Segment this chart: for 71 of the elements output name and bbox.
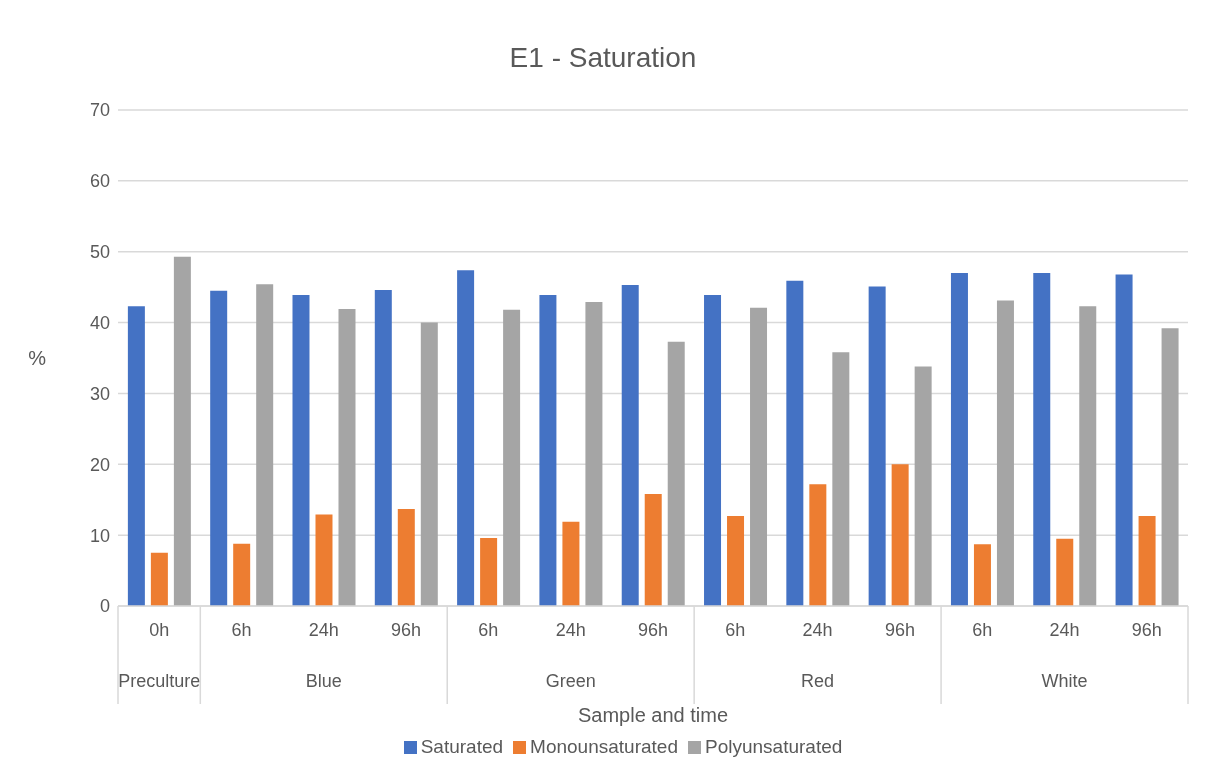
bar xyxy=(1138,516,1156,606)
bar xyxy=(374,289,392,606)
y-tick-label: 60 xyxy=(89,171,110,192)
x-tick-label: 24h xyxy=(1049,620,1080,640)
bar xyxy=(644,494,662,606)
bar xyxy=(210,290,228,606)
chart-title: E1 - Saturation xyxy=(508,42,698,74)
legend-label: Polyunsaturated xyxy=(704,736,843,757)
x-tick-label: 6h xyxy=(972,620,993,640)
bar xyxy=(503,309,521,606)
y-tick-label: 30 xyxy=(89,383,110,404)
bar xyxy=(996,300,1014,606)
bar xyxy=(173,256,191,606)
bar xyxy=(832,352,850,606)
bar xyxy=(786,280,804,606)
bar xyxy=(480,537,498,606)
bar xyxy=(1056,538,1074,606)
bar xyxy=(420,322,438,606)
bar xyxy=(621,285,639,606)
x-tick-label: 96h xyxy=(884,620,915,640)
bar xyxy=(292,294,310,606)
bar xyxy=(233,543,251,606)
bar xyxy=(809,484,827,606)
text: Green xyxy=(545,671,596,691)
bar xyxy=(585,302,603,606)
bar xyxy=(150,552,168,606)
bar xyxy=(750,307,768,606)
x-tick-label: 6h xyxy=(231,620,252,640)
bar xyxy=(1161,328,1179,606)
bar xyxy=(127,306,145,606)
y-tick-label: 50 xyxy=(89,242,110,263)
bar xyxy=(315,514,333,606)
y-axis-title: % xyxy=(28,347,47,370)
bar xyxy=(1115,274,1133,606)
x-tick-label: 24h xyxy=(308,620,339,640)
text: White xyxy=(1041,671,1088,691)
legend-label: Monounsaturated xyxy=(530,736,678,757)
bar xyxy=(397,508,415,606)
bar xyxy=(1033,272,1051,606)
x-tick-label: 6h xyxy=(478,620,499,640)
bar xyxy=(667,341,685,606)
text: Blue xyxy=(305,671,342,691)
bar xyxy=(539,294,557,606)
x-tick-label: 24h xyxy=(802,620,833,640)
bar xyxy=(868,286,886,606)
text: Preculture xyxy=(118,671,201,691)
x-tick-label: 6h xyxy=(725,620,746,640)
y-tick-label: 20 xyxy=(89,454,110,475)
x-tick-label: 24h xyxy=(555,620,586,640)
bar xyxy=(950,272,968,606)
bar xyxy=(562,521,580,606)
x-axis-title: Sample and time xyxy=(577,704,729,727)
bar xyxy=(727,516,745,606)
x-tick-label: 96h xyxy=(637,620,669,640)
y-tick-label: 10 xyxy=(89,525,110,546)
bar xyxy=(973,544,991,606)
bar xyxy=(338,309,356,606)
legend-label: Saturated xyxy=(420,736,504,757)
bar xyxy=(891,464,909,606)
y-tick-label: 0 xyxy=(99,596,110,617)
bar xyxy=(914,366,932,606)
x-tick-label: 96h xyxy=(1131,620,1162,640)
x-tick-label: 0h xyxy=(149,620,170,640)
y-tick-label: 40 xyxy=(89,312,110,333)
bar xyxy=(457,270,475,606)
bar xyxy=(256,284,274,606)
text: Red xyxy=(801,671,835,691)
y-tick-label: 70 xyxy=(89,100,110,121)
bar xyxy=(1079,306,1097,606)
x-tick-label: 96h xyxy=(391,620,422,640)
bar xyxy=(704,294,722,606)
